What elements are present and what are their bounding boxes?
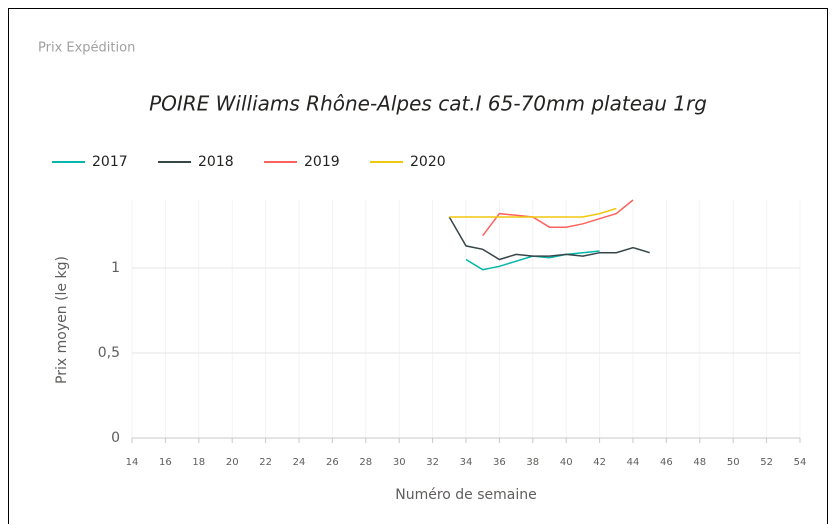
y-tick-label: 0,5	[98, 345, 120, 361]
series-line	[449, 207, 617, 218]
x-tick-label: 40	[560, 457, 573, 468]
legend-label: 2018	[198, 154, 234, 170]
series-line	[448, 216, 650, 261]
x-tick-label: 50	[727, 457, 740, 468]
panel-header: Prix Expédition	[38, 41, 135, 56]
x-tick-label: 46	[660, 457, 673, 468]
x-tick-label: 16	[159, 457, 172, 468]
x-tick-label: 14	[126, 457, 139, 468]
x-tick-label: 28	[359, 457, 372, 468]
y-tick-label: 1	[111, 260, 120, 276]
legend-label: 2020	[410, 154, 446, 170]
legend-label: 2017	[92, 154, 128, 170]
x-tick-label: 26	[326, 457, 339, 468]
x-tick-label: 20	[226, 457, 239, 468]
x-tick-label: 42	[593, 457, 606, 468]
legend-label: 2019	[304, 154, 340, 170]
x-tick-label: 38	[526, 457, 539, 468]
y-tick-label: 0	[111, 430, 120, 446]
panel-border	[8, 8, 828, 528]
x-tick-label: 24	[293, 457, 306, 468]
x-tick-label: 32	[426, 457, 439, 468]
chart-title: POIRE Williams Rhône-Alpes cat.I 65-70mm…	[149, 92, 707, 116]
x-tick-label: 18	[192, 457, 205, 468]
x-tick-label: 30	[393, 457, 406, 468]
x-tick-label: 36	[493, 457, 506, 468]
series-line	[482, 199, 634, 237]
x-tick-label: 34	[460, 457, 473, 468]
x-tick-label: 22	[259, 457, 272, 468]
x-axis-label: Numéro de semaine	[395, 487, 537, 503]
x-tick-label: 44	[627, 457, 640, 468]
x-tick-label: 48	[693, 457, 706, 468]
y-axis-label: Prix moyen (le kg)	[54, 256, 70, 384]
x-tick-label: 52	[760, 457, 773, 468]
x-tick-label: 54	[794, 457, 807, 468]
